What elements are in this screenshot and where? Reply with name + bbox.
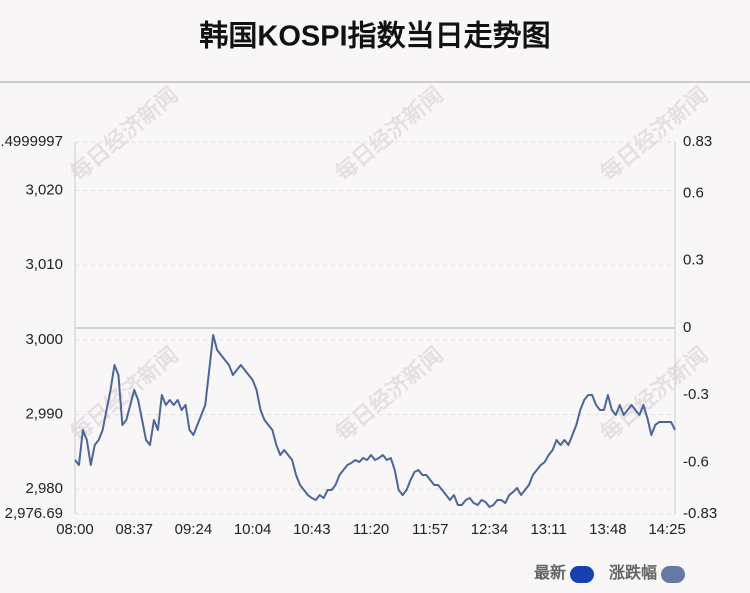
chart-title: 韩国KOSPI指数当日走势图 — [199, 20, 550, 53]
legend-label: 涨跌幅 — [609, 563, 657, 582]
y-tick-label: 3,026.4999997 — [0, 133, 63, 150]
y2-tick-label: -0.83 — [683, 505, 717, 522]
legend-swatch — [570, 566, 594, 583]
x-tick-label: 13:11 — [530, 521, 566, 538]
x-tick-label: 10:43 — [293, 521, 331, 538]
y2-tick-label: 0.83 — [683, 133, 712, 150]
y2-tick-label: 0 — [683, 319, 691, 336]
x-tick-label: 14:25 — [648, 521, 686, 538]
y-tick-label: 3,010 — [25, 256, 63, 273]
price-line — [74, 333, 676, 508]
x-tick-label: 12:34 — [471, 521, 509, 538]
legend-label: 最新 — [534, 563, 566, 582]
y-tick-label: 2,976.69 — [5, 505, 63, 522]
x-tick-label: 09:24 — [175, 521, 213, 538]
y-tick-label: 2,980 — [25, 480, 63, 497]
x-tick-label: 11:57 — [412, 521, 448, 538]
y-tick-label: 3,000 — [25, 331, 63, 348]
y-tick-label: 2,990 — [25, 406, 63, 423]
x-tick-label: 08:37 — [115, 521, 153, 538]
legend-swatch — [661, 566, 685, 583]
y2-tick-label: -0.6 — [683, 453, 709, 470]
y2-tick-label: 0.3 — [683, 252, 704, 269]
x-tick-label: 11:20 — [353, 521, 389, 538]
y2-tick-label: -0.3 — [683, 386, 709, 403]
x-tick-label: 10:04 — [234, 521, 272, 538]
x-tick-label: 13:48 — [589, 521, 627, 538]
y2-tick-label: 0.6 — [683, 185, 704, 202]
x-tick-label: 08:00 — [56, 521, 94, 538]
y-tick-label: 3,020 — [25, 182, 63, 199]
